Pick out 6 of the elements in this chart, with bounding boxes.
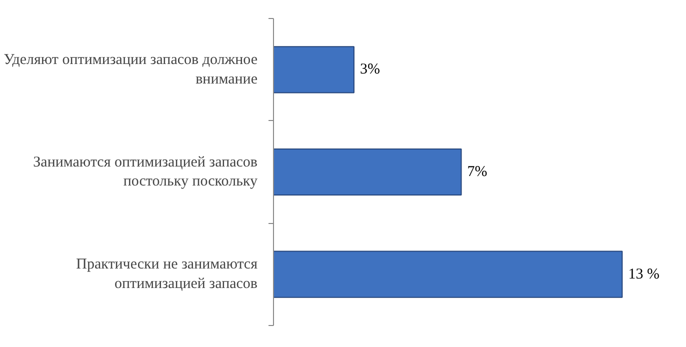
y-tick-label: Уделяют оптимизации запасов должное внимание xyxy=(4,52,258,88)
y-tick-label: Практически не занимаются оптимизацией запасов xyxy=(76,256,258,292)
data-label: 7% xyxy=(467,164,488,180)
data-label: 13 % xyxy=(628,266,660,282)
data-label: 3% xyxy=(360,62,380,78)
y-tick-label: Занимаются оптимизацией запасов постольку поскольку xyxy=(33,154,258,190)
